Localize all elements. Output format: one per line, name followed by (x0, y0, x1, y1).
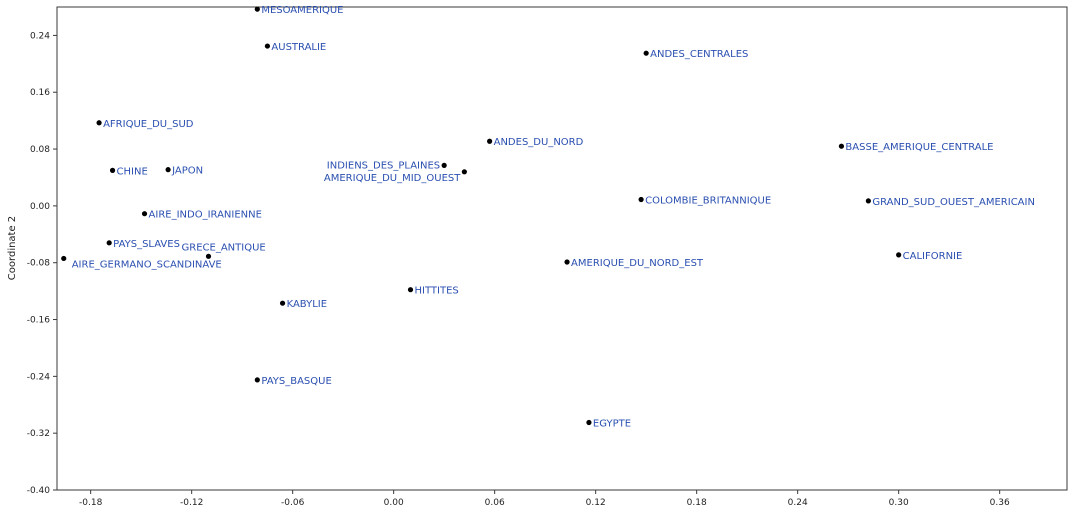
data-point-label: AFRIQUE_DU_SUD (103, 119, 194, 130)
data-point-marker (279, 300, 286, 306)
data-point-label: INDIENS_DES_PLAINES (327, 160, 440, 171)
data-point-marker (141, 211, 148, 217)
data-point-marker (254, 377, 260, 383)
data-point-label: CALIFORNIE (903, 251, 963, 262)
data-point-label: KABYLIE (287, 299, 327, 310)
data-point-marker (165, 167, 171, 173)
x-tick-label: -0.06 (281, 498, 305, 508)
data-point-marker (487, 138, 493, 144)
data-point-marker (638, 196, 644, 203)
data-point-label: MESOAMERIQUE (261, 5, 343, 16)
data-points: MESOAMERIQUE AUSTRALIE ANDES_CENTRALES AFRI… (61, 5, 1035, 430)
data-point-label: AMERIQUE_DU_NORD_EST (571, 258, 704, 269)
x-tick-label: 0.12 (586, 498, 606, 508)
y-tick-label: -0.08 (27, 259, 51, 269)
data-point-marker (441, 162, 447, 168)
data-point-label: GRECE_ANTIQUE (182, 242, 266, 253)
data-point-marker (264, 43, 271, 49)
data-point-marker (586, 419, 592, 426)
data-point-marker (896, 252, 902, 258)
x-tick-label: -0.12 (180, 498, 203, 508)
x-tick-label: 0.24 (788, 498, 808, 508)
x-tick-label: 0.30 (889, 498, 909, 508)
data-point-marker (838, 143, 845, 149)
data-point-label: PAYS_SLAVES (113, 239, 180, 250)
data-point-label: AUSTRALIE (271, 42, 326, 53)
y-tick-label: -0.16 (27, 316, 51, 326)
data-point-marker (205, 253, 212, 259)
data-point-label: HITTITES (415, 286, 459, 297)
data-point-label: AIRE_INDO_IRANIENNE (149, 210, 262, 221)
plot-area-border (56, 6, 1068, 491)
data-point-marker (564, 259, 570, 265)
data-point-marker (106, 240, 112, 246)
x-tick-label: 0.36 (990, 498, 1010, 508)
data-point-label: GRAND_SUD_OUEST_AMERICAIN (872, 197, 1035, 208)
x-tick-label: 0.00 (384, 498, 404, 508)
data-point-label: ANDES_CENTRALES (650, 49, 748, 60)
y-axis-title: Coordinate 2 (7, 216, 18, 280)
y-tick-label: -0.24 (27, 372, 51, 382)
x-tick-label: -0.18 (79, 498, 103, 508)
y-tick-label: 0.08 (30, 145, 50, 155)
data-point-label: AIRE_GERMANO_SCANDINAVE (72, 259, 222, 270)
y-axis-ticks: 0.24 0.16 0.08 0.00 -0.08 -0.16 -0.24 -0.32 -0.4… (27, 31, 57, 496)
data-point-marker (61, 255, 67, 262)
data-point-marker (254, 6, 260, 12)
data-point-label: PAYS_BASQUE (261, 376, 331, 387)
data-point-marker (407, 287, 414, 293)
data-point-label: COLOMBIE_BRITANNIQUE (645, 195, 771, 206)
data-point-marker (643, 50, 649, 56)
y-tick-label: 0.00 (30, 202, 50, 212)
data-point-label: AMERIQUE_DU_MID_OUEST (324, 173, 461, 184)
data-point-label: EGYPTE (593, 419, 631, 430)
y-tick-label: 0.16 (30, 88, 50, 98)
x-axis-ticks: -0.18 -0.12 -0.06 0.00 0.06 0.12 0.18 0.24 0.30 0… (79, 490, 1010, 508)
y-tick-label: 0.24 (30, 31, 50, 41)
data-point-marker (96, 120, 102, 126)
y-tick-label: -0.32 (27, 429, 50, 439)
data-point-marker (865, 198, 871, 204)
y-tick-label: -0.40 (27, 486, 51, 496)
data-point-label: BASSE_AMERIQUE_CENTRALE (845, 142, 993, 153)
data-point-label: JAPON (171, 166, 203, 177)
data-point-label: ANDES_DU_NORD (494, 137, 584, 148)
data-point-marker (109, 167, 116, 173)
data-point-label: CHINE (117, 166, 148, 177)
x-tick-label: 0.06 (485, 498, 505, 508)
data-point-marker (461, 169, 467, 175)
x-tick-label: 0.18 (687, 498, 707, 508)
